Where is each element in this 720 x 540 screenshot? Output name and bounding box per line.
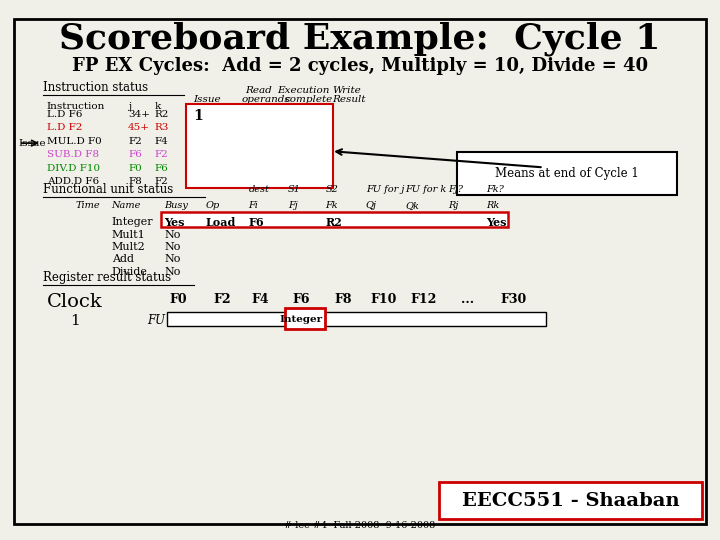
Text: 45+: 45+ <box>128 123 150 132</box>
Text: R2: R2 <box>155 110 169 119</box>
Text: Mult1: Mult1 <box>112 230 145 240</box>
Text: F4: F4 <box>155 137 168 146</box>
Text: DIV.D F10: DIV.D F10 <box>47 164 100 173</box>
Text: R2: R2 <box>325 217 342 228</box>
Text: L.D F2: L.D F2 <box>47 123 82 132</box>
Text: 1: 1 <box>193 109 203 123</box>
Text: F6: F6 <box>128 150 142 159</box>
Text: Fk: Fk <box>325 201 338 211</box>
Text: Execution: Execution <box>277 86 330 96</box>
Text: Fj?: Fj? <box>448 185 463 194</box>
Text: FU for j: FU for j <box>366 185 404 194</box>
Text: Time: Time <box>76 201 100 211</box>
Text: FU: FU <box>148 314 166 327</box>
Text: Fj: Fj <box>288 201 298 211</box>
Text: F10: F10 <box>371 293 397 306</box>
Text: j: j <box>128 102 131 111</box>
Text: F2: F2 <box>155 150 168 159</box>
Text: Qk: Qk <box>405 201 419 211</box>
Text: dest: dest <box>248 185 269 194</box>
Text: Read: Read <box>245 86 271 96</box>
Text: F12: F12 <box>410 293 436 306</box>
Text: ...: ... <box>462 293 474 306</box>
Text: FU for k: FU for k <box>405 185 446 194</box>
Text: Means at end of Cycle 1: Means at end of Cycle 1 <box>495 167 639 180</box>
Text: SUB.D F8: SUB.D F8 <box>47 150 99 159</box>
Text: Name: Name <box>112 201 141 211</box>
Text: Rj: Rj <box>448 201 458 211</box>
Text: EECC551 - Shaaban: EECC551 - Shaaban <box>462 491 680 510</box>
Text: Rk: Rk <box>486 201 499 211</box>
Text: Issue: Issue <box>193 95 220 104</box>
Text: operands: operands <box>241 95 290 104</box>
Text: No: No <box>164 242 181 252</box>
Text: Load: Load <box>205 217 235 228</box>
Text: Scoreboard Example:  Cycle 1: Scoreboard Example: Cycle 1 <box>59 22 661 56</box>
Text: F6: F6 <box>248 217 264 228</box>
Text: ADD.D F6: ADD.D F6 <box>47 177 99 186</box>
Text: MUL.D F0: MUL.D F0 <box>47 137 102 146</box>
Text: Busy: Busy <box>164 201 188 211</box>
Text: Add: Add <box>112 254 134 265</box>
Text: Mult2: Mult2 <box>112 242 145 252</box>
Text: Fk?: Fk? <box>486 185 504 194</box>
Text: F2: F2 <box>155 177 168 186</box>
Text: F8: F8 <box>128 177 142 186</box>
Text: F2: F2 <box>213 293 230 306</box>
FancyBboxPatch shape <box>161 212 508 227</box>
Text: Issue: Issue <box>18 139 45 147</box>
Text: Integer: Integer <box>279 315 323 323</box>
FancyBboxPatch shape <box>285 308 325 329</box>
FancyBboxPatch shape <box>439 482 702 519</box>
Text: F6: F6 <box>155 164 168 173</box>
Text: Divide: Divide <box>112 267 148 277</box>
Text: Fi: Fi <box>248 201 258 211</box>
Text: S1: S1 <box>288 185 301 194</box>
Text: Result: Result <box>333 95 366 104</box>
Text: F30: F30 <box>500 293 526 306</box>
Text: F0: F0 <box>170 293 187 306</box>
Text: Integer: Integer <box>112 217 153 227</box>
Text: Yes: Yes <box>164 217 184 228</box>
Text: Op: Op <box>205 201 220 211</box>
Text: S2: S2 <box>325 185 338 194</box>
Text: 1: 1 <box>71 314 81 328</box>
Text: Write: Write <box>333 86 361 96</box>
Text: L.D F6: L.D F6 <box>47 110 82 119</box>
Text: F2: F2 <box>128 137 142 146</box>
Text: k: k <box>155 102 161 111</box>
Text: FP EX Cycles:  Add = 2 cycles, Multiply = 10, Divide = 40: FP EX Cycles: Add = 2 cycles, Multiply =… <box>72 57 648 75</box>
Text: 34+: 34+ <box>128 110 150 119</box>
Text: Instruction: Instruction <box>47 102 105 111</box>
Text: F6: F6 <box>292 293 310 306</box>
Text: Functional unit status: Functional unit status <box>43 183 174 196</box>
Text: # lec #4  Fall 2008  9-16-2008: # lec #4 Fall 2008 9-16-2008 <box>284 521 436 530</box>
Text: Instruction status: Instruction status <box>43 81 148 94</box>
FancyBboxPatch shape <box>186 104 333 188</box>
Text: R3: R3 <box>155 123 169 132</box>
Text: F8: F8 <box>335 293 352 306</box>
Text: Yes: Yes <box>486 217 506 228</box>
Text: No: No <box>164 267 181 277</box>
Text: No: No <box>164 230 181 240</box>
Text: F4: F4 <box>252 293 269 306</box>
Text: F0: F0 <box>128 164 142 173</box>
Text: No: No <box>164 254 181 265</box>
Text: Qj: Qj <box>366 201 377 211</box>
Text: Register result status: Register result status <box>43 271 171 284</box>
Text: complete: complete <box>284 95 333 104</box>
FancyBboxPatch shape <box>457 152 677 195</box>
Text: Clock: Clock <box>47 293 102 310</box>
FancyBboxPatch shape <box>167 312 546 326</box>
